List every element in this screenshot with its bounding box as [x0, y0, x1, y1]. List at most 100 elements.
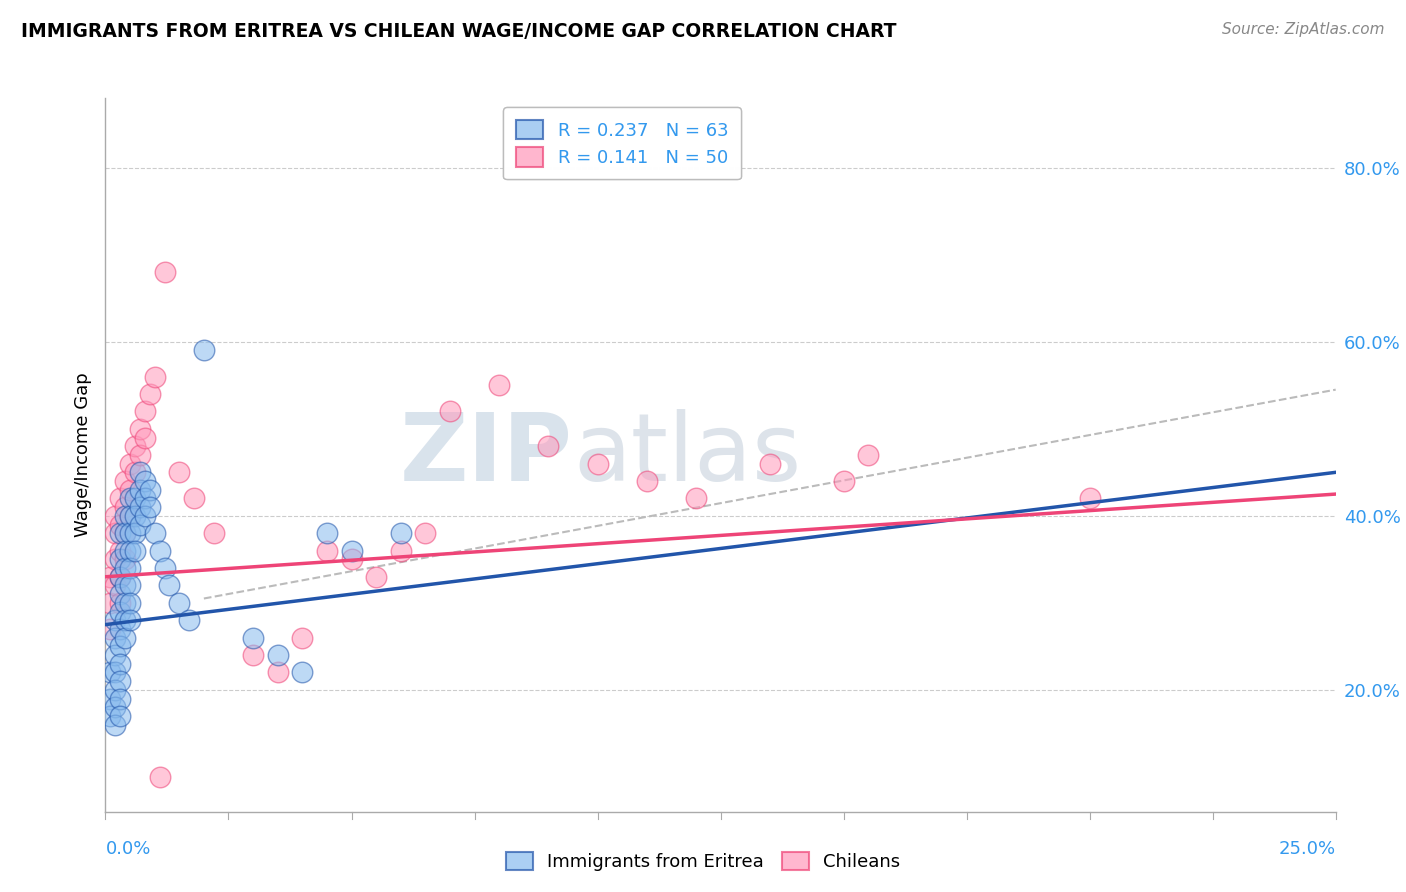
Point — [120, 491, 141, 506]
Point — [439, 404, 461, 418]
Point — [104, 682, 127, 697]
Point — [98, 596, 122, 610]
Point — [104, 631, 127, 645]
Point — [114, 526, 136, 541]
Point — [104, 578, 127, 592]
Point — [179, 613, 201, 627]
Point — [134, 430, 156, 444]
Point — [114, 474, 136, 488]
Text: Source: ZipAtlas.com: Source: ZipAtlas.com — [1222, 22, 1385, 37]
Point — [129, 500, 152, 515]
Point — [138, 500, 162, 515]
Point — [153, 561, 176, 575]
Point — [110, 674, 132, 689]
Point — [98, 709, 122, 723]
Point — [242, 648, 264, 662]
Point — [104, 526, 127, 541]
Point — [134, 404, 156, 418]
Point — [110, 570, 132, 584]
Point — [858, 448, 880, 462]
Text: IMMIGRANTS FROM ERITREA VS CHILEAN WAGE/INCOME GAP CORRELATION CHART: IMMIGRANTS FROM ERITREA VS CHILEAN WAGE/… — [21, 22, 897, 41]
Point — [104, 717, 127, 731]
Point — [110, 640, 132, 654]
Point — [110, 596, 132, 610]
Point — [120, 508, 141, 523]
Point — [143, 526, 166, 541]
Point — [104, 508, 127, 523]
Point — [114, 596, 136, 610]
Point — [153, 265, 176, 279]
Point — [267, 665, 290, 680]
Point — [124, 526, 146, 541]
Point — [537, 439, 560, 453]
Point — [110, 622, 132, 636]
Point — [98, 570, 122, 584]
Point — [110, 570, 132, 584]
Point — [389, 543, 412, 558]
Point — [685, 491, 707, 506]
Point — [98, 691, 122, 706]
Point — [110, 709, 132, 723]
Point — [110, 657, 132, 671]
Point — [120, 526, 141, 541]
Text: atlas: atlas — [574, 409, 801, 501]
Point — [98, 622, 122, 636]
Point — [124, 491, 146, 506]
Point — [104, 665, 127, 680]
Point — [104, 700, 127, 714]
Point — [114, 526, 136, 541]
Point — [129, 466, 152, 480]
Point — [124, 508, 146, 523]
Point — [202, 526, 225, 541]
Legend: R = 0.237   N = 63, R = 0.141   N = 50: R = 0.237 N = 63, R = 0.141 N = 50 — [503, 107, 741, 179]
Point — [759, 457, 782, 471]
Point — [120, 457, 141, 471]
Point — [114, 508, 136, 523]
Y-axis label: Wage/Income Gap: Wage/Income Gap — [73, 373, 91, 537]
Point — [114, 543, 136, 558]
Point — [366, 570, 388, 584]
Text: 0.0%: 0.0% — [105, 840, 150, 858]
Point — [291, 665, 314, 680]
Point — [124, 543, 146, 558]
Point — [114, 500, 136, 515]
Point — [114, 613, 136, 627]
Point — [110, 552, 132, 566]
Point — [138, 387, 162, 401]
Point — [110, 691, 132, 706]
Point — [129, 483, 152, 497]
Legend: Immigrants from Eritrea, Chileans: Immigrants from Eritrea, Chileans — [498, 845, 908, 879]
Point — [149, 543, 172, 558]
Point — [120, 596, 141, 610]
Point — [134, 474, 156, 488]
Point — [120, 578, 141, 592]
Point — [340, 552, 363, 566]
Point — [124, 466, 146, 480]
Point — [315, 543, 337, 558]
Text: ZIP: ZIP — [401, 409, 574, 501]
Point — [120, 508, 141, 523]
Point — [183, 491, 205, 506]
Point — [169, 596, 191, 610]
Point — [586, 457, 609, 471]
Point — [98, 665, 122, 680]
Point — [110, 526, 132, 541]
Point — [110, 605, 132, 619]
Point — [169, 466, 191, 480]
Point — [315, 526, 337, 541]
Point — [134, 491, 156, 506]
Point — [389, 526, 412, 541]
Point — [110, 491, 132, 506]
Point — [129, 422, 152, 436]
Point — [120, 613, 141, 627]
Point — [138, 483, 162, 497]
Point — [110, 587, 132, 601]
Point — [149, 770, 172, 784]
Point — [114, 631, 136, 645]
Point — [267, 648, 290, 662]
Point — [120, 483, 141, 497]
Point — [120, 543, 141, 558]
Point — [110, 543, 132, 558]
Point — [129, 517, 152, 532]
Point — [636, 474, 658, 488]
